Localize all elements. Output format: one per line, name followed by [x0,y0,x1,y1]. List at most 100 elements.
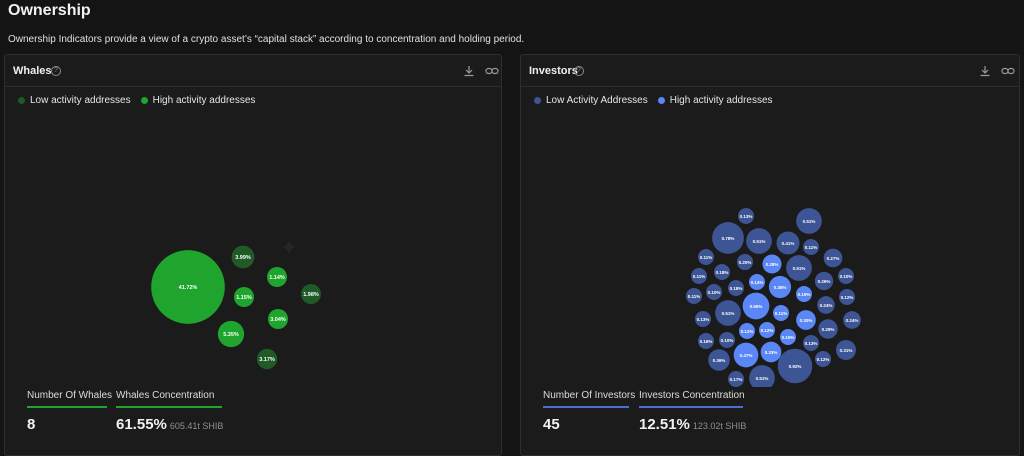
bubble[interactable] [712,222,744,254]
bubble[interactable] [719,332,735,348]
bubble-label: 0.12% [841,295,854,300]
investors-title: Investors [529,65,578,77]
bubble[interactable] [231,245,255,269]
bubble[interactable] [817,296,835,314]
bubble-label: 0.41% [782,241,795,246]
bubble-label: 0.36% [713,358,726,363]
bubble[interactable] [796,208,822,234]
bubble[interactable] [835,339,857,361]
whales-title: Whales [13,65,52,77]
bubble-label: 0.10% [840,274,853,279]
bubble[interactable] [234,287,254,307]
stat-value: 12.51% 123.02t SHIB [639,416,746,433]
bubble[interactable] [776,231,800,255]
bubble[interactable] [217,320,245,348]
bubble-label: 0.51% [722,311,735,316]
legend-item-high-activity[interactable]: High activity addresses [140,95,255,106]
legend-label: Low activity addresses [30,95,131,106]
bubble-label: 0.92% [789,364,802,369]
bubble[interactable] [839,289,855,305]
legend-item-low-activity[interactable]: Low Activity Addresses [534,95,648,106]
page-subtitle: Ownership Indicators provide a view of a… [8,34,525,45]
bubble-label: 0.28% [766,262,779,267]
bubble[interactable] [686,288,702,304]
bubble[interactable] [803,335,819,351]
download-icon[interactable] [979,65,991,77]
bubble[interactable] [814,271,834,291]
whales-count-stat: Number Of Whales 8 [27,390,112,433]
bubble[interactable] [803,239,819,255]
investors-header: Investors ? [521,55,1019,87]
bubble[interactable] [708,349,730,371]
bubble[interactable] [728,371,744,387]
link-icon[interactable] [1001,65,1015,77]
bubble[interactable] [738,208,754,224]
bubble[interactable] [256,348,278,370]
bubble-label: 0.11% [693,274,706,279]
help-icon[interactable]: ? [574,66,584,76]
whales-panel: Whales ? Low activity addresses High act… [4,54,502,456]
bubble[interactable] [691,268,707,284]
bubble[interactable] [815,351,831,367]
bubble[interactable] [768,275,792,299]
bubble[interactable] [823,248,843,268]
bubble[interactable] [777,348,813,384]
bubble[interactable] [818,319,838,339]
bubble[interactable] [706,284,722,300]
concentration-value: 61.55% [116,415,167,433]
bubble-label: 0.11% [688,294,701,299]
bubble-label: 0.31% [840,348,853,353]
legend-dot-high [657,97,665,104]
bubble[interactable] [698,249,714,265]
whales-bubble-chart: 3.99% 1.98% 3.17% 41.72% 1.14% 1.15% 3.04% 5.35… [151,245,321,370]
bubble[interactable] [773,305,789,321]
link-icon[interactable] [485,65,499,77]
bubble[interactable] [762,254,782,274]
bubble[interactable] [301,284,321,304]
bubble[interactable] [267,267,287,287]
bubble-label: 41.72% [179,285,198,291]
bubble[interactable] [843,311,861,329]
download-icon[interactable] [463,65,475,77]
bubble[interactable] [796,310,816,330]
bubble-label: 0.13% [697,317,710,322]
bubble-label: 0.51% [793,266,806,271]
bubble[interactable] [742,292,770,320]
bubble[interactable] [838,268,854,284]
investors-count-stat: Number Of Investors 45 [543,390,635,433]
bubble[interactable] [695,311,711,327]
bubble[interactable] [739,323,755,339]
bubble[interactable] [796,286,812,302]
bubble-label: 0.24% [846,318,859,323]
bubble[interactable] [746,228,772,254]
bubble[interactable] [780,329,796,345]
stat-value: 61.55% 605.41t SHIB [116,416,223,433]
bubble-label: 5.35% [223,332,239,338]
bubble[interactable] [749,365,775,387]
bubble[interactable] [715,300,741,326]
bubble[interactable] [728,280,744,296]
bubble-label: 3.04% [270,317,286,323]
bubble-label: 0.14% [751,280,764,285]
legend-item-low-activity[interactable]: Low activity addresses [18,95,131,106]
bubble-label: 0.24% [820,303,833,308]
bubble[interactable] [749,274,765,290]
bubble[interactable] [698,333,714,349]
bubble-label: 0.11% [775,311,788,316]
bubble-label: 0.29% [822,327,835,332]
bubble[interactable] [786,255,812,281]
bubble-label: 1.14% [269,275,285,281]
bubble[interactable] [714,264,730,280]
bubble[interactable] [759,322,775,338]
bubble[interactable] [268,309,288,329]
help-icon[interactable]: ? [51,66,61,76]
bubble-label: 0.51% [803,219,816,224]
bubble[interactable] [760,341,782,363]
bubble[interactable] [733,342,759,368]
bubble-label: 0.26% [818,279,831,284]
bubble[interactable] [151,250,225,324]
bubble[interactable] [736,253,754,271]
bubble-label: 0.11% [805,245,818,250]
bubble-label: 0.12% [761,328,774,333]
legend-item-high-activity[interactable]: High activity addresses [657,95,773,106]
